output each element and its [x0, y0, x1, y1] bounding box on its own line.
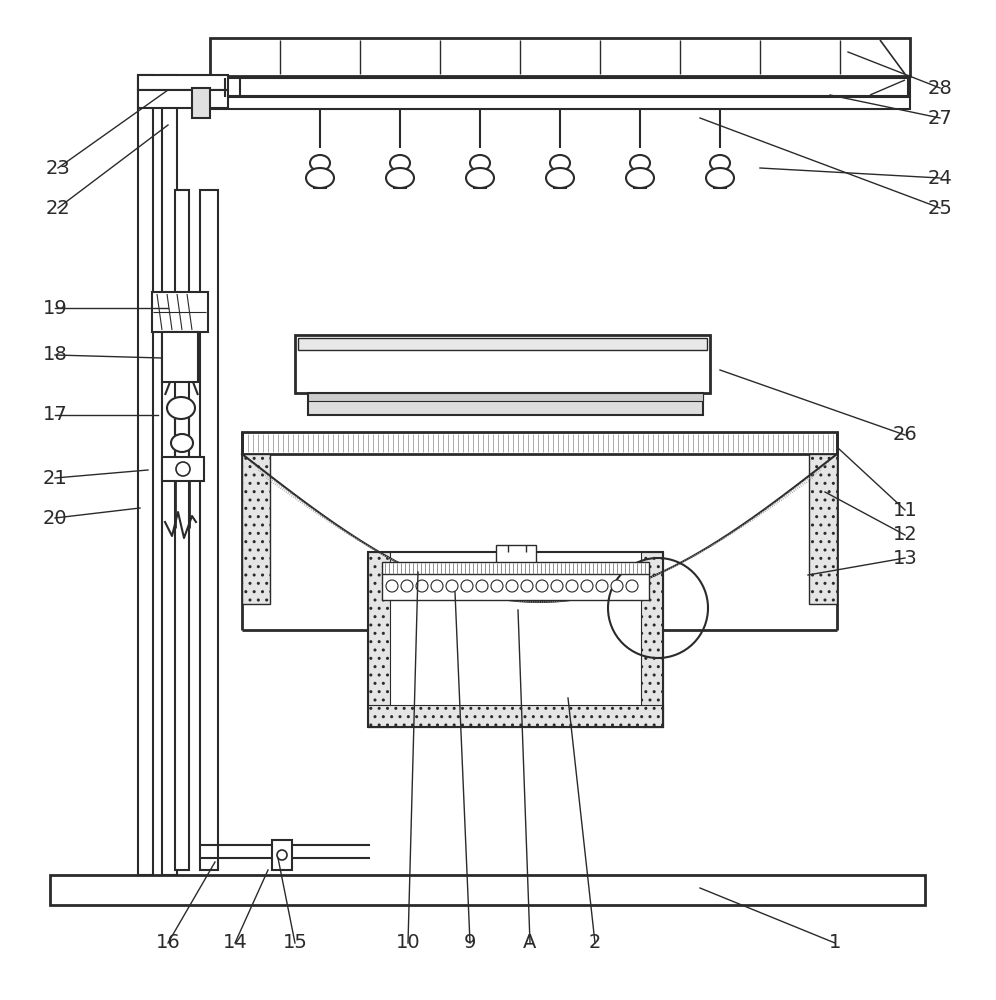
Text: 10: 10	[395, 934, 420, 952]
Ellipse shape	[550, 155, 570, 171]
Bar	[242, 454, 270, 604]
Circle shape	[596, 580, 608, 592]
Ellipse shape	[466, 168, 494, 188]
Bar	[382, 562, 649, 574]
Bar	[210, 78, 910, 96]
Bar	[200, 190, 218, 870]
Bar	[295, 335, 710, 393]
Text: 27: 27	[927, 108, 952, 127]
Circle shape	[476, 580, 488, 592]
Bar	[368, 705, 663, 727]
Text: 26: 26	[892, 426, 917, 444]
Circle shape	[176, 462, 190, 476]
Bar	[50, 875, 925, 905]
Circle shape	[386, 580, 398, 592]
Bar	[298, 338, 707, 350]
Text: 11: 11	[892, 500, 917, 520]
Bar	[138, 90, 228, 108]
Bar	[242, 432, 837, 454]
Text: 2: 2	[589, 934, 602, 952]
Circle shape	[566, 580, 578, 592]
Text: 23: 23	[46, 158, 71, 178]
Ellipse shape	[710, 155, 730, 171]
Circle shape	[446, 580, 458, 592]
Bar	[175, 190, 189, 870]
Bar	[210, 38, 910, 76]
Text: A: A	[523, 934, 537, 952]
Circle shape	[491, 580, 503, 592]
Ellipse shape	[470, 155, 490, 171]
Text: 18: 18	[43, 346, 68, 364]
Text: 24: 24	[927, 168, 952, 188]
Circle shape	[401, 580, 413, 592]
Circle shape	[416, 580, 428, 592]
Bar	[308, 393, 703, 415]
Text: 22: 22	[46, 198, 71, 218]
Circle shape	[626, 580, 638, 592]
Bar	[382, 572, 649, 600]
Bar	[152, 292, 208, 332]
Text: 28: 28	[927, 79, 952, 98]
Bar	[162, 457, 204, 481]
Ellipse shape	[626, 168, 654, 188]
Circle shape	[461, 580, 473, 592]
Text: 16: 16	[155, 934, 180, 952]
Ellipse shape	[630, 155, 650, 171]
Text: 14: 14	[223, 934, 247, 952]
Bar	[138, 75, 228, 90]
Text: 19: 19	[43, 298, 68, 318]
Text: 9: 9	[464, 934, 476, 952]
Text: 21: 21	[43, 468, 68, 488]
Bar	[308, 393, 703, 401]
Circle shape	[611, 580, 623, 592]
Circle shape	[431, 580, 443, 592]
Circle shape	[506, 580, 518, 592]
Ellipse shape	[167, 397, 195, 419]
Bar	[192, 88, 210, 118]
Text: 12: 12	[892, 526, 917, 544]
Text: 13: 13	[892, 548, 917, 568]
Bar	[809, 454, 837, 604]
Circle shape	[277, 850, 287, 860]
Bar	[496, 545, 536, 565]
Ellipse shape	[310, 155, 330, 171]
Bar	[162, 75, 177, 875]
Ellipse shape	[171, 434, 193, 452]
Bar	[368, 552, 663, 727]
Text: 25: 25	[927, 198, 952, 218]
Bar	[162, 332, 198, 382]
Ellipse shape	[306, 168, 334, 188]
Circle shape	[581, 580, 593, 592]
Ellipse shape	[706, 168, 734, 188]
Text: 17: 17	[43, 406, 68, 424]
Circle shape	[551, 580, 563, 592]
Bar	[210, 97, 910, 109]
Bar	[368, 552, 390, 727]
Text: 15: 15	[283, 934, 308, 952]
Circle shape	[536, 580, 548, 592]
Bar	[272, 840, 292, 870]
Bar	[138, 75, 153, 875]
Text: 20: 20	[43, 508, 68, 528]
Text: 1: 1	[829, 934, 842, 952]
Circle shape	[521, 580, 533, 592]
Ellipse shape	[390, 155, 410, 171]
Bar	[641, 552, 663, 727]
Ellipse shape	[386, 168, 414, 188]
Ellipse shape	[546, 168, 574, 188]
